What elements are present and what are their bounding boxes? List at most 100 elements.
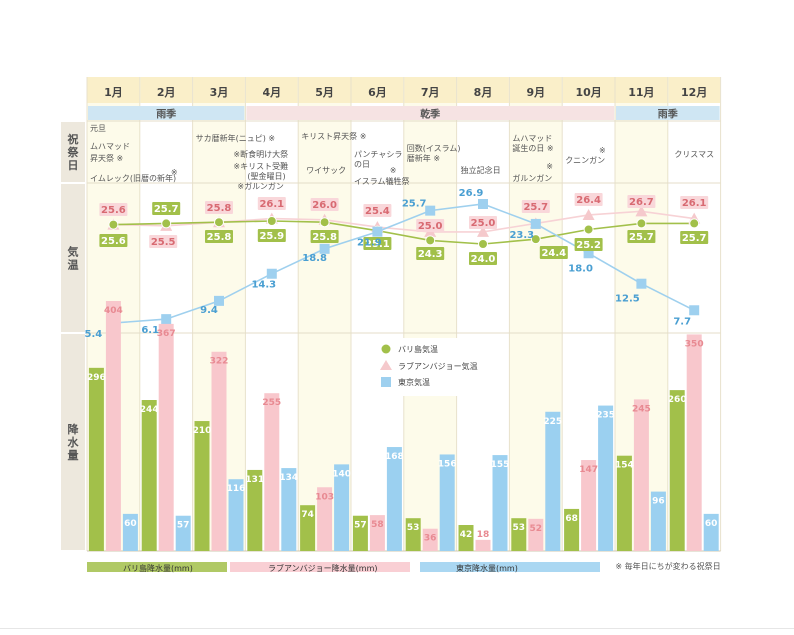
rainfall-label: 244 [140, 405, 159, 415]
bali-temp-label-bg [99, 234, 128, 247]
rainfall-label: 60 [705, 519, 718, 529]
rainfall-label: 296 [87, 373, 106, 383]
tokyo-temp-label: 25.7 [402, 199, 427, 210]
rainfall-bar [141, 400, 157, 551]
tokyo-temp-marker [266, 268, 277, 279]
month-cell [140, 77, 193, 103]
labuan-temp-label: 25.6 [101, 205, 126, 216]
bali-temp-marker [319, 217, 330, 228]
season-band [88, 106, 245, 120]
row-label-char: 水 [68, 435, 80, 449]
bali-temp-label: 25.9 [259, 231, 284, 242]
bali-temp-label: 25.1 [365, 239, 390, 250]
month-label: 8月 [474, 86, 493, 99]
labuan-temp-label: 26.0 [312, 200, 337, 211]
labuan-temp-label-bg [149, 235, 178, 248]
bali-temp-marker [636, 218, 647, 229]
season-label: 雨季 [156, 108, 177, 121]
rainfall-label: 156 [438, 459, 457, 469]
rainfall-bar [369, 515, 385, 551]
tokyo-temp-label: 21.9 [357, 238, 382, 249]
bali-temp-marker [214, 217, 224, 228]
labuan-temp-label-bg [574, 193, 603, 206]
row-label-char: 降 [68, 422, 80, 436]
festival-text: ※ [546, 162, 553, 171]
bali-temp-label: 25.8 [312, 232, 337, 243]
rainfall-label: 53 [513, 523, 526, 533]
rainfall-bar [598, 405, 614, 551]
festival-text: 元旦 [90, 124, 106, 133]
bali-temp-label: 25.7 [154, 204, 179, 215]
legend-swatch [230, 562, 410, 572]
rainfall-label: 18 [477, 530, 490, 540]
festival-text: ※キリスト受難 [233, 161, 288, 171]
rainfall-bar [545, 411, 561, 551]
tokyo-temp-marker [319, 243, 330, 254]
month-label: 7月 [421, 86, 440, 99]
month-cell [509, 77, 562, 103]
bali-temp-label-bg [152, 202, 181, 215]
rainfall-label: 260 [668, 395, 687, 405]
tokyo-temp-label: 18.0 [568, 263, 593, 274]
rainfall-bar [158, 323, 174, 551]
month-cell [193, 77, 245, 103]
rainfall-bar [405, 518, 421, 551]
labuan-temp-label-bg [363, 204, 392, 217]
labuan-temp-label: 25.4 [365, 206, 390, 217]
column-dividers [86, 77, 722, 552]
row-label-cell [61, 184, 85, 332]
season-band [616, 106, 720, 120]
labuan-temp-label-bg [521, 200, 550, 213]
rainfall-label: 60 [124, 519, 137, 529]
rainfall-bar [581, 460, 597, 551]
bali-temp-marker [478, 239, 488, 249]
row-label-char: 温 [68, 258, 79, 272]
rainfall-bar [317, 487, 333, 551]
rainfall-bar [300, 505, 316, 551]
bali-temp-label-bg [469, 252, 497, 265]
legend-label: ラブアンバジョー気温 [398, 361, 478, 371]
festival-text: ※ [171, 168, 178, 177]
rainfall-label: 404 [104, 306, 123, 316]
tokyo-temp-marker [372, 226, 383, 237]
row-label-char: 祝 [68, 132, 79, 146]
rainfall-label: 103 [315, 492, 334, 502]
rainfall-label: 42 [460, 530, 473, 540]
rainfall-bar [564, 508, 580, 551]
month-label: 2月 [157, 86, 176, 99]
temperature-plot: 25.6 25.5 25.8 26.1 26.0 25.4 25.0 25.0 25.7 26.4… [85, 188, 709, 340]
rainfall-bar [122, 513, 138, 551]
rainfall-bar [458, 525, 474, 551]
rainfall-bar [105, 301, 121, 551]
labuan-temp-label: 26.4 [576, 195, 601, 206]
tokyo-temp-marker [214, 295, 224, 306]
tokyo-temp-marker [689, 305, 700, 316]
month-label: 10月 [575, 86, 601, 99]
legend-label: 東京降水量(mm) [456, 563, 518, 573]
labuan-temp-label-bg [627, 195, 656, 208]
bali-temp-label-bg [539, 246, 568, 259]
rainfall-label: 235 [596, 411, 615, 421]
rainfall-label: 58 [371, 520, 384, 530]
tokyo-temp-line [113, 203, 695, 324]
labuan-temp-marker [477, 225, 489, 237]
festival-text: の日 [354, 160, 370, 169]
bali-temp-label: 25.7 [629, 232, 654, 243]
tokyo-temp-marker [583, 248, 594, 259]
tokyo-temp-marker [530, 218, 541, 229]
labuan-temp-label-bg [257, 197, 286, 210]
row-label-char: 日 [68, 159, 79, 172]
bali-temp-label-bg [257, 229, 286, 242]
tokyo-temp-label: 6.1 [141, 325, 159, 336]
legend-label: 東京気温 [398, 377, 430, 387]
month-cell [351, 77, 404, 103]
rainfall-bar [228, 479, 244, 551]
labuan-temp-label-bg [99, 203, 128, 216]
legend-bali-marker [381, 344, 391, 354]
labuan-temp-label: 25.7 [523, 202, 548, 213]
rainfall-label: 245 [632, 404, 651, 414]
month-cell [298, 77, 351, 103]
